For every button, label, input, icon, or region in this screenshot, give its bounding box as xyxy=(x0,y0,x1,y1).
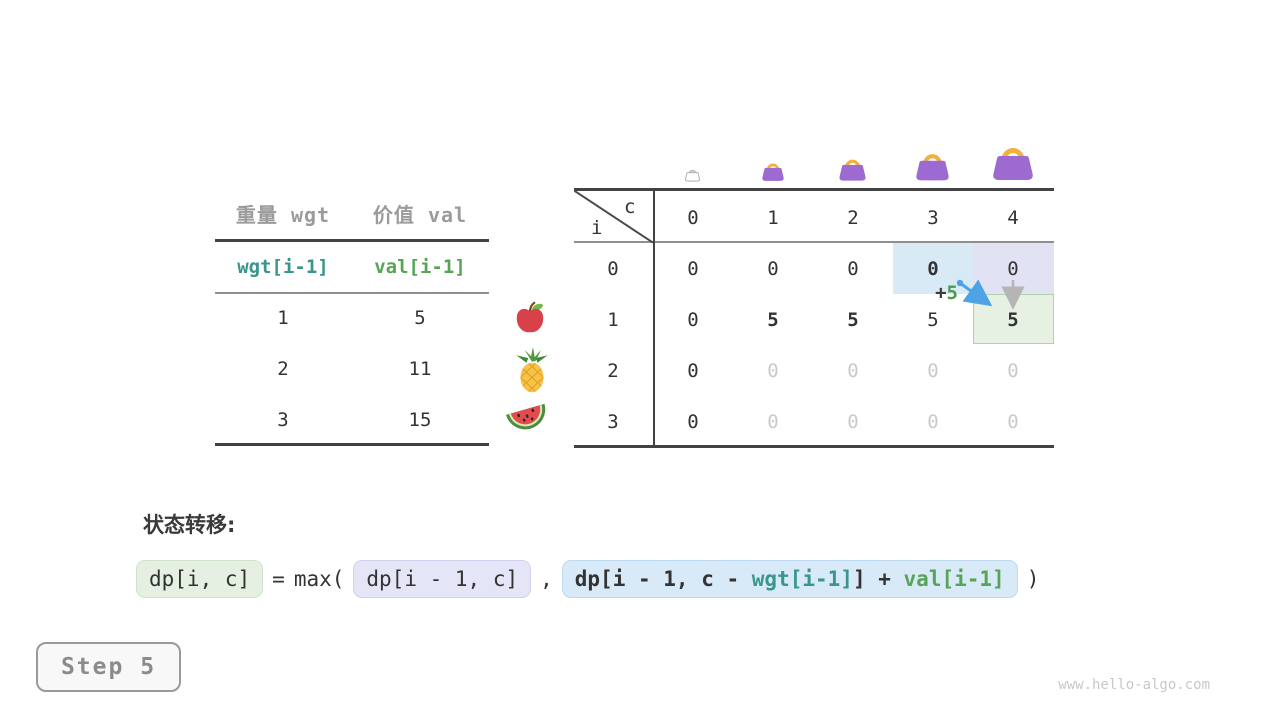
bag-large-icon xyxy=(912,146,953,182)
formula-arg2-box: dp[i - 1, c - wgt[i-1]] + val[i-1] xyxy=(561,560,1018,598)
formula-lhs-box: dp[i, c] xyxy=(136,560,264,598)
arrow-blue-origin-dot xyxy=(956,279,964,287)
dp-table-diagonal xyxy=(574,190,654,243)
footer-site-url: www.hello-algo.com xyxy=(1058,677,1210,693)
step-indicator-button[interactable]: Step 5 xyxy=(36,642,181,692)
dp-cell: 0 xyxy=(687,258,699,280)
transition-add-label: +5 xyxy=(918,282,958,304)
dp-cell: 0 xyxy=(767,360,779,382)
formula-arg2-val: val[i-1] xyxy=(903,567,1005,591)
dp-row-header: 0 xyxy=(607,258,619,280)
dp-cell-result: 5 xyxy=(1007,309,1019,331)
formula-arg2-prefix: dp[i - 1, c - xyxy=(574,567,752,591)
items-table-header-weight: 重量 wgt xyxy=(235,203,331,227)
state-transition-title: 状态转移: xyxy=(143,513,236,537)
dp-cell: 5 xyxy=(767,309,779,331)
formula-arg2-close-bracket: ] xyxy=(852,567,866,591)
formula-max-open: max( xyxy=(293,567,345,591)
items-table-val-index: val[i-1] xyxy=(374,256,466,278)
dp-col-header: 0 xyxy=(687,207,699,229)
dp-cell-source-left: 0 xyxy=(927,258,939,280)
items-row-val: 15 xyxy=(408,409,432,431)
items-table-header-value: 价值 val xyxy=(372,203,468,227)
add-value: 5 xyxy=(946,282,958,304)
dp-cell: 0 xyxy=(687,309,699,331)
dp-table-vline xyxy=(653,188,655,447)
dp-corner-row-label: i xyxy=(591,217,603,239)
dp-cell: 0 xyxy=(927,360,939,382)
items-table-rule-mid xyxy=(215,292,489,294)
items-row-wgt: 3 xyxy=(277,409,289,431)
bag-medium-icon xyxy=(836,153,869,182)
bag-small-icon xyxy=(760,158,786,182)
dp-row-header: 2 xyxy=(607,360,619,382)
items-row-wgt: 1 xyxy=(277,307,289,329)
dp-cell: 0 xyxy=(847,360,859,382)
dp-cell: 0 xyxy=(1007,411,1019,433)
formula-close-paren: ) xyxy=(1026,567,1040,591)
dp-cell: 0 xyxy=(847,258,859,280)
items-row-wgt: 2 xyxy=(277,358,289,380)
formula-comma: , xyxy=(540,567,553,591)
items-row-val: 5 xyxy=(414,307,426,329)
bag-xlarge-icon xyxy=(988,138,1038,182)
dp-cell: 5 xyxy=(847,309,859,331)
dp-cell: 0 xyxy=(687,411,699,433)
dp-col-header: 1 xyxy=(767,207,779,229)
dp-table-rule-top xyxy=(574,188,1054,191)
items-table-rule-bottom xyxy=(215,443,489,446)
dp-row-header: 1 xyxy=(607,309,619,331)
items-table-wgt-index: wgt[i-1] xyxy=(237,256,329,278)
dp-cell: 0 xyxy=(847,411,859,433)
apple-icon xyxy=(513,299,547,336)
dp-table-rule-header xyxy=(574,241,1054,243)
dp-cell: 5 xyxy=(927,309,939,331)
dp-cell: 0 xyxy=(1007,360,1019,382)
arrow-blue-diagonal xyxy=(961,279,993,307)
items-row-val: 11 xyxy=(408,358,432,380)
formula-arg2-plus: + xyxy=(865,567,904,591)
dp-col-header: 3 xyxy=(927,207,939,229)
dp-cell: 0 xyxy=(767,411,779,433)
dp-cell: 0 xyxy=(927,411,939,433)
dp-cell-source-above: 0 xyxy=(1007,258,1019,280)
dp-col-header: 2 xyxy=(847,207,859,229)
formula-arg1-box: dp[i - 1, c] xyxy=(353,560,532,598)
watermelon-icon xyxy=(503,399,553,438)
dp-col-header: 4 xyxy=(1007,207,1019,229)
state-transition-formula: dp[i, c] = max( dp[i - 1, c] , dp[i - 1,… xyxy=(136,560,1039,598)
dp-corner-col-label: c xyxy=(624,196,636,218)
dp-row-header: 3 xyxy=(607,411,619,433)
dp-table-rule-bottom xyxy=(574,445,1054,448)
dp-cell: 0 xyxy=(687,360,699,382)
dp-cell: 0 xyxy=(767,258,779,280)
bag-empty-icon xyxy=(684,166,701,182)
formula-arg2-wgt: wgt[i-1] xyxy=(751,567,853,591)
formula-equals: = xyxy=(272,567,285,591)
plus-sign: + xyxy=(935,282,947,304)
pineapple-icon xyxy=(513,347,551,395)
items-table-rule-top xyxy=(215,239,489,242)
transition-arrows xyxy=(956,279,1025,310)
